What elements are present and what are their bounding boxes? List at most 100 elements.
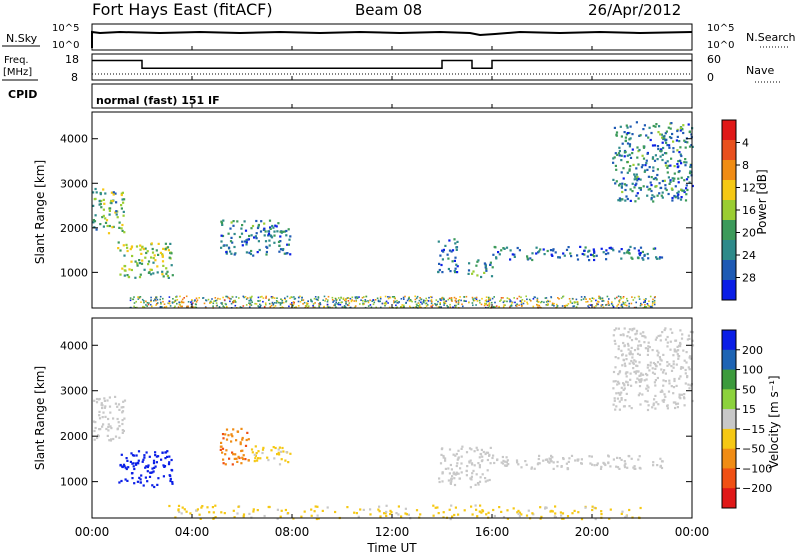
velocity-cell-5 [618,467,621,470]
velocity-cell-0 [98,417,102,420]
velocity-cell-5 [616,456,619,459]
velocity-cell-2 [232,428,235,431]
power-cell-6 [685,184,688,187]
velocity-cell-7 [584,506,587,509]
velocity-cell-7 [506,509,509,512]
velocity-cell-0 [102,411,105,414]
power-ground-cell [628,302,630,305]
velocity-cell-7 [463,509,466,512]
power-ground-cell [611,304,614,307]
power-cell-0 [94,187,97,191]
power-cell-6 [631,148,634,151]
velocity-cell-4 [473,450,476,453]
power-cell-2 [260,220,263,223]
power-cell-6 [628,169,631,172]
power-ground-cell [611,301,613,303]
power-ground-cell [503,300,506,302]
velocity-cell-1 [168,461,171,464]
power-cell-1 [126,246,129,249]
velocity-cell-7 [525,514,529,517]
power-cell-1 [126,249,129,253]
power-cell-5 [618,250,621,253]
velocity-cell-0 [94,421,97,424]
power-cell-5 [586,255,589,258]
velocity-cell-7 [268,505,271,509]
velocity-cell-1 [133,467,136,471]
velocity-cell-5 [633,465,636,468]
power-ground-cell [437,300,439,303]
velocity-cell-6 [646,363,650,367]
velocity-cell-7 [385,510,388,513]
velocity-cell-6 [628,336,632,339]
power-cell-2 [250,249,253,253]
velocity-cell-6 [673,377,676,381]
velocity-cell-7 [625,515,628,518]
velocity-cell-5 [493,461,496,465]
power-cell-2 [240,232,244,235]
power-cell-3 [455,263,458,266]
power-ground-cell [415,306,417,308]
velocity-cell-0 [122,400,125,403]
power-ground-cell [384,301,387,304]
power-ground-cell [617,303,620,306]
velocity-cell-1 [169,477,172,480]
velocity-cell-7 [303,510,306,513]
power-cell-6 [667,192,670,196]
velocity-cell-6 [630,407,633,410]
velocity-cell-6 [679,329,682,332]
power-cell-4 [489,263,492,266]
power-cell-2 [230,221,233,224]
velocity-cell-3 [266,456,269,459]
power-cell-6 [684,199,688,202]
power-cell-4 [489,261,492,264]
power-cell-6 [650,131,653,135]
power-ground-cell [360,299,362,301]
velocity-cell-6 [639,332,642,335]
nsky-tick-bottom: 10^0 [52,40,79,51]
power-ground-cell [439,303,441,306]
power-cell-2 [287,243,290,246]
power-cell-5 [638,252,641,255]
velocity-ytick-label-3: 4000 [60,339,88,352]
power-ground-cell [431,300,433,303]
velocity-cell-7 [517,512,520,515]
power-ground-cell [192,306,194,308]
power-cell-2 [229,240,233,243]
velocity-cell-6 [622,388,625,391]
power-cell-5 [589,253,593,256]
velocity-cell-6 [688,356,691,359]
power-ground-cell [238,297,240,299]
power-cell-6 [654,154,657,157]
power-ground-cell [414,298,417,301]
power-ground-cell [178,303,181,306]
velocity-cell-7 [280,509,283,512]
power-ground-cell [435,304,437,306]
power-ground-cell [595,305,597,307]
power-cell-6 [668,136,672,139]
velocity-cell-7 [559,511,562,514]
velocity-cell-2 [237,455,240,458]
power-ground-cell [147,303,150,306]
power-ground-cell [156,303,158,305]
power-cell-4 [483,271,486,274]
power-cell-1 [170,252,173,255]
power-cell-0 [110,202,113,205]
power-cell-5 [627,251,630,254]
power-ground-cell [585,301,587,303]
power-cell-5 [542,248,545,251]
power-ground-cell [597,301,600,303]
power-cell-5 [646,252,649,256]
power-cell-5 [581,252,584,256]
power-ground-cell [255,303,258,305]
velocity-cell-6 [636,352,640,355]
power-ground-cell [526,298,528,301]
power-ground-cell [618,300,620,302]
power-ground-cell [319,303,322,306]
velocity-cell-4 [484,477,487,480]
velocity-cell-1 [148,475,152,478]
power-cell-2 [254,235,257,238]
power-cell-6 [628,131,631,135]
power-colorbar-segment [722,140,736,161]
velocity-cell-1 [152,459,156,462]
power-cell-6 [612,178,615,181]
